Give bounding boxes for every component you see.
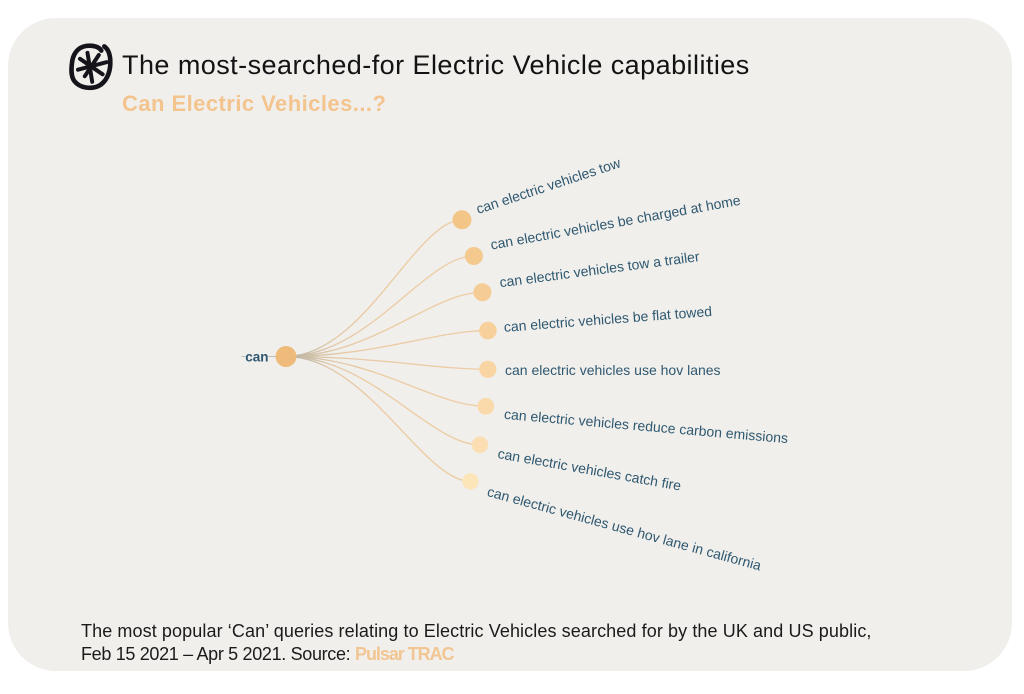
svg-text:can electric vehicles tow a tr: can electric vehicles tow a trailer xyxy=(499,248,701,290)
svg-text:can electric vehicles use hov: can electric vehicles use hov lane in ca… xyxy=(486,483,764,573)
svg-text:can electric vehicles tow: can electric vehicles tow xyxy=(474,154,623,217)
svg-text:can electric vehicles use hov: can electric vehicles use hov lanes xyxy=(505,362,721,378)
svg-text:can electric vehicles catch fi: can electric vehicles catch fire xyxy=(497,445,683,493)
svg-text:can: can xyxy=(245,350,268,365)
svg-text:can electric vehicles be flat: can electric vehicles be flat towed xyxy=(503,303,712,335)
svg-text:can electric vehicles reduce c: can electric vehicles reduce carbon emis… xyxy=(504,406,789,446)
